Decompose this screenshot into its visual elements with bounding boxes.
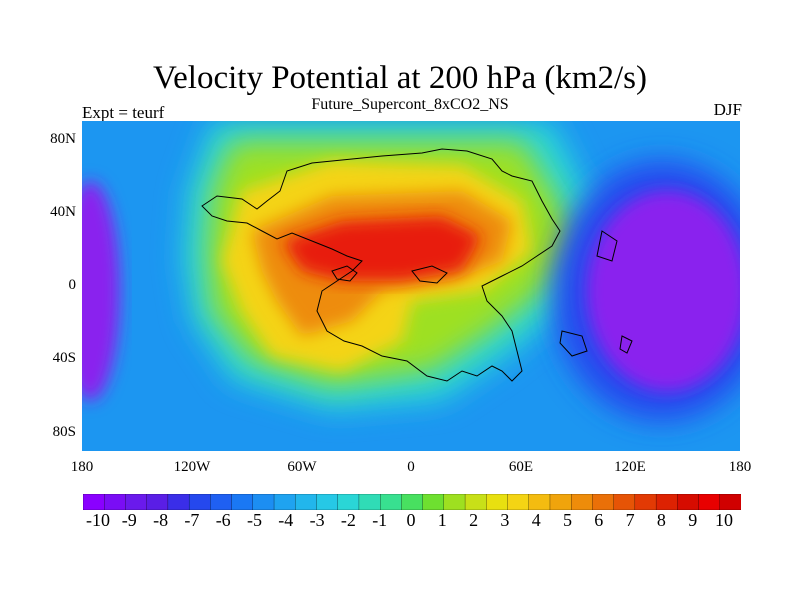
lon-tick-120w: 120W [173,459,211,475]
colorbar-swatch [82,493,105,511]
colorbar-label: 2 [469,510,479,530]
lat-tick-equator: 0 [68,277,77,293]
lon-tick-60e: 60E [508,459,534,475]
season-label: DJF [713,100,742,119]
colorbar-swatch [698,493,721,511]
colorbar-label: -6 [215,510,231,530]
colorbar-swatch [443,493,466,511]
colorbar-swatch [231,493,254,511]
experiment-label: Expt = teurf [82,103,165,122]
colorbar-swatch [719,493,742,511]
colorbar-svg [82,493,742,511]
colorbar-label: -5 [247,510,262,530]
map-panel [82,121,740,451]
lat-tick-80n: 80N [50,131,76,147]
colorbar-swatch [571,493,594,511]
colorbar-swatch [273,493,296,511]
colorbar-label: -4 [278,510,294,530]
colorbar-swatch [486,493,509,511]
colorbar-swatch [613,493,636,511]
colorbar-label: -9 [121,510,137,530]
colorbar-swatch [655,493,678,511]
colorbar-swatch [146,493,169,511]
colorbar-swatch [422,493,445,511]
coastline-islands [331,230,633,357]
colorbar-label: -2 [340,510,356,530]
colorbar-label: -7 [184,510,200,530]
colorbar-swatch [401,493,424,511]
colorbar-label: 5 [563,510,572,530]
colorbar-swatch [104,493,127,511]
colorbar-swatch [528,493,551,511]
colorbar-swatch [316,493,339,511]
chart-title: Velocity Potential at 200 hPa (km2/s) [152,60,648,96]
chart-subtitle: Future_Supercont_8xCO2_NS [311,96,509,113]
colorbar-label: -3 [309,510,325,530]
colorbar-label: -8 [153,510,169,530]
negative-anomaly-west-edge [82,181,120,401]
lon-tick-60w: 60W [287,459,317,475]
colorbar-swatch [634,493,657,511]
colorbar-swatch [125,493,148,511]
coastline [201,148,561,382]
colorbar-swatch [295,493,318,511]
colorbar-swatch [677,493,700,511]
lon-tick-0: 0 [407,459,415,475]
lon-tick-180w: 180 [70,459,94,475]
lat-tick-80s: 80S [52,424,76,440]
colorbar-swatch [507,493,530,511]
colorbar-label: 9 [688,510,698,530]
colorbar [82,493,742,511]
colorbar-label: 0 [406,510,416,530]
map-svg [82,121,740,451]
colorbar-label: 6 [594,510,604,530]
lat-tick-40s: 40S [52,350,76,366]
colorbar-swatch [210,493,233,511]
colorbar-label: 10 [715,510,733,530]
colorbar-swatch [252,493,275,511]
colorbar-swatch [549,493,572,511]
lon-tick-120e: 120E [614,459,646,475]
colorbar-label: -10 [86,510,110,530]
colorbar-swatch [188,493,212,511]
colorbar-swatch [380,493,403,511]
colorbar-label: 3 [500,510,510,530]
colorbar-label: 7 [625,510,635,530]
negative-anomaly-core [587,191,740,391]
colorbar-swatch [464,493,487,511]
colorbar-swatch [167,493,190,511]
lon-tick-180e: 180 [728,459,752,475]
colorbar-label: 1 [437,510,447,530]
lat-tick-40n: 40N [50,204,76,220]
colorbar-label: 8 [656,510,666,530]
colorbar-swatch [337,493,360,511]
colorbar-swatch [592,493,615,511]
colorbar-swatch [358,493,381,511]
colorbar-label: 4 [531,510,541,530]
colorbar-label: -1 [372,510,388,530]
positive-anomaly-maximum [282,216,482,281]
